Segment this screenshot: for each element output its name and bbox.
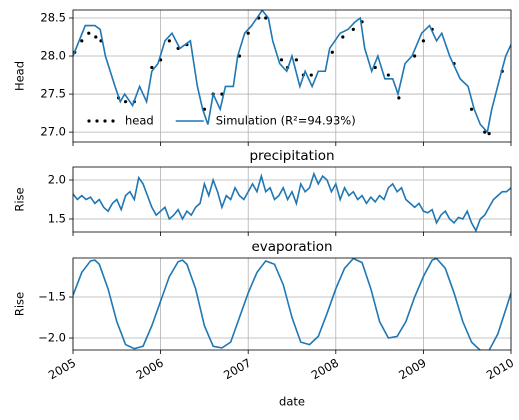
legend-label: Simulation (R²=94.93%) xyxy=(216,114,356,128)
y-tick-label: 28.5 xyxy=(40,10,66,24)
head-point xyxy=(487,132,491,136)
x-tick-label: 2010 xyxy=(484,356,516,383)
axes-frame xyxy=(72,166,512,233)
head-point xyxy=(413,54,417,58)
head-point xyxy=(150,65,154,70)
head-point xyxy=(279,58,284,62)
series-line xyxy=(73,258,511,350)
head-point xyxy=(341,35,345,39)
x-tick-label: 2007 xyxy=(221,356,253,383)
legend-marker xyxy=(103,119,107,123)
y-tick-label: 27.0 xyxy=(40,125,66,139)
head-point xyxy=(294,58,298,62)
x-tick-label: 2008 xyxy=(309,356,341,383)
head-point xyxy=(309,73,313,77)
head-point xyxy=(421,39,425,43)
legend-marker xyxy=(111,119,115,123)
head-point xyxy=(94,35,98,39)
x-tick-label: 2009 xyxy=(396,356,428,383)
legend-marker xyxy=(87,119,91,123)
series-line xyxy=(73,10,511,134)
head-point xyxy=(123,100,128,104)
y-tick-label: 2.0 xyxy=(48,173,66,187)
y-tick-label: 1.5 xyxy=(48,211,66,225)
axes-frame xyxy=(72,257,512,351)
legend-label: head xyxy=(125,114,154,128)
axes-frame xyxy=(72,9,512,143)
y-axis-label: Head xyxy=(13,61,27,91)
head-point xyxy=(351,27,355,32)
head-point xyxy=(469,107,474,111)
panel-title: evaporation xyxy=(251,239,332,255)
x-axis-label: date xyxy=(279,395,305,409)
y-tick-label: −2.0 xyxy=(38,331,66,345)
x-tick-label: 2006 xyxy=(133,356,165,383)
head-point xyxy=(87,31,91,35)
y-axis-label: Rise xyxy=(13,292,27,316)
head-point xyxy=(80,39,84,43)
legend-marker xyxy=(95,119,99,123)
head-point xyxy=(330,50,334,54)
head-point xyxy=(386,73,390,77)
head-point xyxy=(167,39,171,43)
head-point xyxy=(264,16,268,20)
head-point xyxy=(397,96,401,100)
head-point xyxy=(246,31,250,35)
x-tick-label: 2005 xyxy=(46,356,78,383)
y-axis-label: Rise xyxy=(13,187,27,211)
head-point xyxy=(483,130,487,134)
y-tick-label: 27.5 xyxy=(40,87,66,101)
series-line xyxy=(73,171,511,232)
y-tick-label: −1.5 xyxy=(38,290,66,304)
y-tick-label: 28.0 xyxy=(40,49,66,63)
panel-title: precipitation xyxy=(249,148,334,164)
